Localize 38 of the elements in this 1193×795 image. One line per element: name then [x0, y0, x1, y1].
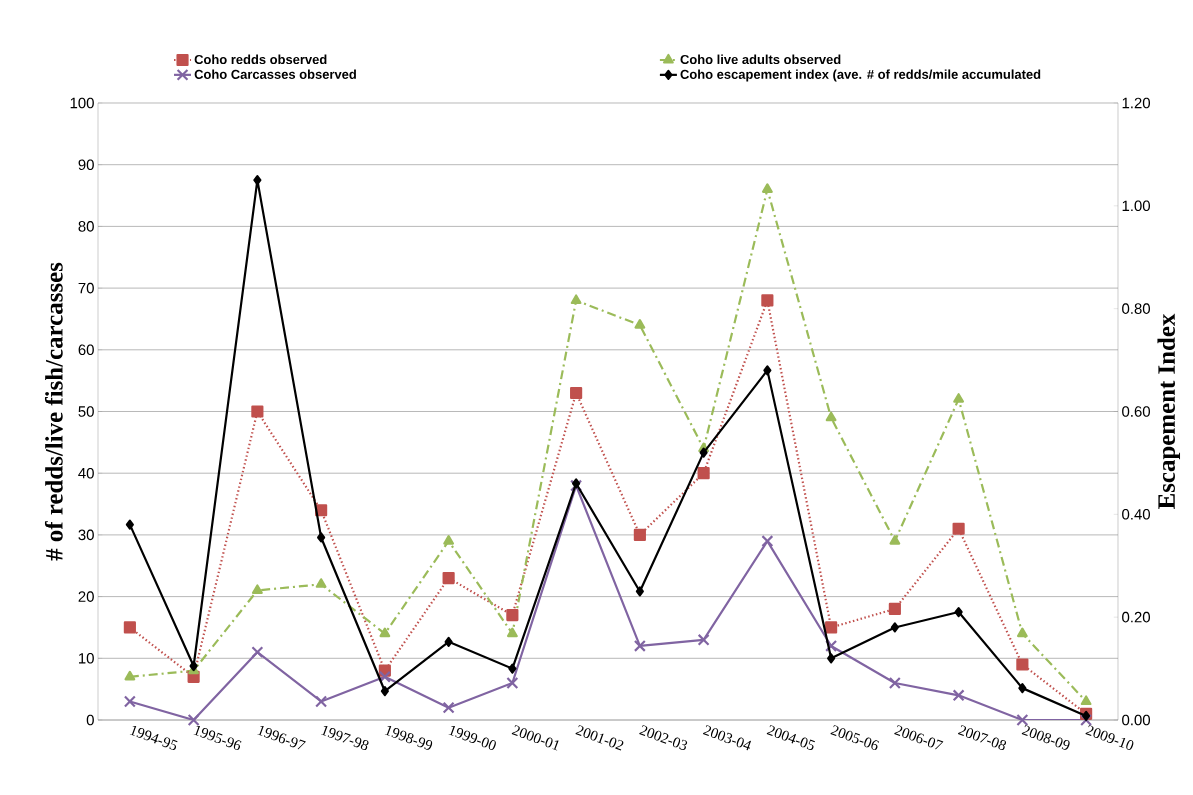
y-tick-label: 20 [78, 591, 94, 602]
x-tick-label: 2008-09 [1021, 725, 1070, 750]
y-tick-label: 0 [86, 714, 94, 726]
y-axis-title: # of redds/live fish/carcasses [44, 262, 63, 561]
x-tick-label: 1995-96 [193, 725, 242, 751]
legend-label: Coho Carcasses observed [194, 69, 356, 79]
y-tick-label: 30 [78, 529, 94, 541]
legend-label: Coho escapement index (ave. # of redds/mile accumulated [680, 69, 1041, 82]
y-tick-label: 50 [78, 406, 94, 417]
y2-tick-label: 1.00 [1122, 200, 1150, 212]
x-tick-label: 2002-03 [639, 725, 688, 750]
y-tick-label: 100 [70, 97, 94, 109]
y2-tick-label: 0.00 [1122, 714, 1150, 726]
y-tick-label: 60 [78, 344, 94, 356]
y2-tick-label: 0.60 [1122, 406, 1150, 417]
y-tick-label: 40 [78, 467, 94, 479]
y2-tick-label: 0.40 [1122, 509, 1150, 520]
x-tick-label: 2007-08 [957, 725, 1007, 751]
x-tick-label: 2005-06 [830, 725, 879, 751]
x-tick-label: 1998-99 [384, 726, 433, 750]
y2-tick-label: 0.20 [1122, 611, 1150, 623]
x-tick-label: 1996-97 [257, 725, 306, 750]
x-tick-label: 1994-95 [129, 725, 178, 750]
x-tick-label: 2009-10 [1085, 725, 1134, 750]
y2-tick-label: 1.20 [1122, 97, 1150, 109]
y-tick-label: 10 [79, 653, 94, 664]
x-tick-label: 1997-98 [321, 726, 369, 751]
y2-tick-label: 0.80 [1122, 303, 1150, 314]
x-tick-label: 1999-00 [448, 726, 496, 750]
y-tick-label: 80 [78, 221, 94, 232]
x-tick-label: 2003-04 [702, 725, 752, 751]
y-tick-label: 70 [78, 282, 94, 294]
legend-label: Coho redds observed [194, 54, 327, 65]
y2-axis-title: Escapement Index [1157, 313, 1181, 509]
legend-label: Coho live adults observed [680, 54, 841, 65]
x-tick-label: 2006-07 [894, 725, 944, 750]
x-tick-label: 2004-05 [766, 725, 815, 750]
y-tick-label: 90 [78, 159, 94, 170]
